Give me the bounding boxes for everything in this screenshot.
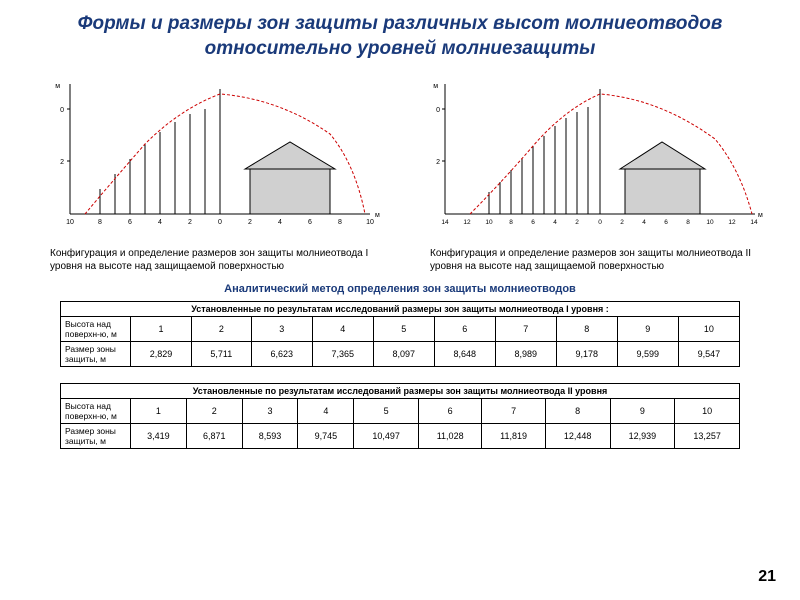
svg-text:8: 8 (509, 219, 513, 226)
svg-text:4: 4 (278, 219, 282, 226)
chart-right: м 0 2 14 12 10 8 6 4 2 0 2 4 6 8 10 12 14 м (410, 74, 770, 239)
svg-text:10: 10 (66, 219, 74, 226)
table1-row-sizes: Размер зоны защиты, м 2,8295,7116,6237,3… (61, 342, 740, 367)
caption-right: Конфигурация и определение размеров зон … (420, 239, 760, 273)
svg-text:8: 8 (338, 219, 342, 226)
table2-title: Установленные по результатам исследовани… (61, 384, 740, 399)
svg-text:10: 10 (706, 219, 714, 226)
svg-text:0: 0 (60, 107, 64, 114)
svg-text:6: 6 (308, 219, 312, 226)
svg-text:14: 14 (441, 219, 449, 226)
svg-text:14: 14 (750, 219, 758, 226)
caption-left: Конфигурация и определение размеров зон … (40, 239, 380, 273)
table1-wrap: Установленные по результатам исследовани… (0, 299, 800, 369)
svg-text:10: 10 (366, 219, 374, 226)
svg-text:2: 2 (188, 219, 192, 226)
svg-text:2: 2 (60, 159, 64, 166)
svg-text:0: 0 (436, 107, 440, 114)
charts-row: м 0 2 10 8 6 4 2 0 2 4 6 8 10 м (0, 69, 800, 239)
page-title: Формы и размеры зон защиты различных выс… (0, 0, 800, 69)
table2-row2-label: Размер зоны защиты, м (61, 424, 131, 449)
table1-row1-label: Высота над поверхн-ю, м (61, 317, 131, 342)
svg-text:6: 6 (128, 219, 132, 226)
svg-text:8: 8 (686, 219, 690, 226)
svg-text:6: 6 (664, 219, 668, 226)
svg-text:2: 2 (436, 159, 440, 166)
table1-row2-label: Размер зоны защиты, м (61, 342, 131, 367)
svg-text:2: 2 (248, 219, 252, 226)
table1-row-heights: Высота над поверхн-ю, м 12345678910 (61, 317, 740, 342)
analytical-subtitle: Аналитический метод определения зон защи… (0, 273, 800, 299)
svg-text:2: 2 (575, 219, 579, 226)
svg-text:4: 4 (553, 219, 557, 226)
svg-text:12: 12 (728, 219, 736, 226)
table2-row-sizes: Размер зоны защиты, м 3,4196,8718,5939,7… (61, 424, 740, 449)
page-number: 21 (758, 568, 776, 586)
svg-text:8: 8 (98, 219, 102, 226)
chart-left: м 0 2 10 8 6 4 2 0 2 4 6 8 10 м (30, 74, 390, 239)
table1-title: Установленные по результатам исследовани… (61, 302, 740, 317)
svg-text:12: 12 (463, 219, 471, 226)
svg-text:м: м (375, 212, 380, 219)
svg-text:4: 4 (158, 219, 162, 226)
svg-text:10: 10 (485, 219, 493, 226)
chart-right-svg: м 0 2 14 12 10 8 6 4 2 0 2 4 6 8 10 12 14 м (410, 74, 770, 234)
table2-row-heights: Высота над поверхн-ю, м 12345678910 (61, 399, 740, 424)
svg-text:2: 2 (620, 219, 624, 226)
table1: Установленные по результатам исследовани… (60, 301, 740, 367)
svg-text:м: м (55, 83, 60, 90)
svg-text:4: 4 (642, 219, 646, 226)
svg-text:0: 0 (598, 219, 602, 226)
table2-wrap: Установленные по результатам исследовани… (0, 381, 800, 451)
svg-text:6: 6 (531, 219, 535, 226)
chart-left-svg: м 0 2 10 8 6 4 2 0 2 4 6 8 10 м (30, 74, 390, 234)
svg-text:м: м (758, 212, 763, 219)
table2: Установленные по результатам исследовани… (60, 383, 740, 449)
captions-row: Конфигурация и определение размеров зон … (0, 239, 800, 273)
svg-text:м: м (433, 83, 438, 90)
table2-row1-label: Высота над поверхн-ю, м (61, 399, 131, 424)
svg-text:0: 0 (218, 219, 222, 226)
